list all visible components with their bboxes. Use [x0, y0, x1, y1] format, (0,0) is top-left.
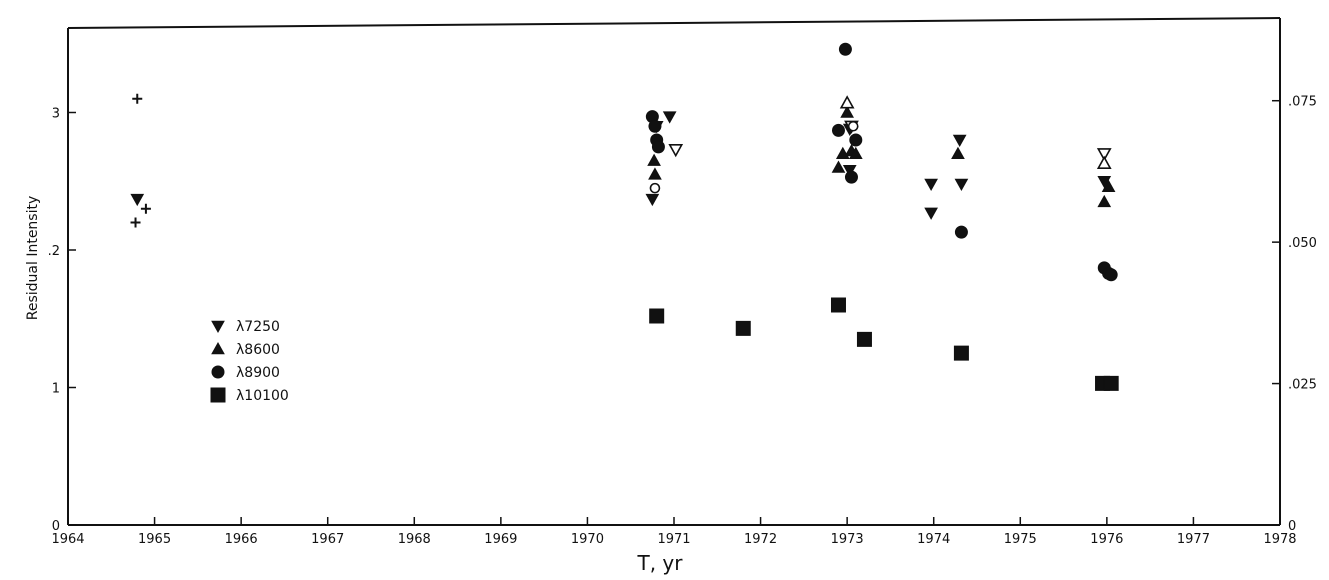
right-y-tick-label: .025 [1288, 378, 1317, 393]
series-triangle-up [647, 105, 1116, 208]
data-point-triangle-down [662, 111, 677, 124]
y-tick-label: 0 [52, 519, 60, 534]
data-point-triangle-up [1101, 179, 1116, 193]
data-point-square [856, 331, 872, 347]
legend-item: λ7250 [211, 319, 280, 335]
data-point-plus [140, 203, 151, 214]
x-tick-label: 1970 [571, 532, 604, 547]
legend-item: λ8600 [211, 341, 280, 358]
data-point-circle [1104, 268, 1118, 282]
legend-label: λ7250 [236, 319, 280, 335]
data-point-triangle-up [951, 146, 965, 160]
x-tick-label: 1977 [1177, 532, 1210, 547]
right-y-tick-label: 0 [1288, 519, 1296, 534]
data-point-triangle-up [647, 153, 661, 166]
data-point-triangle-down [645, 193, 660, 207]
y-axis-ticks: 01.23 [48, 107, 76, 534]
data-point-triangle-up [848, 146, 863, 160]
data-point-triangle-down [1097, 175, 1112, 189]
data-point-circle [849, 133, 863, 147]
right-y-tick-label: .075 [1288, 95, 1317, 110]
series-plus [130, 93, 151, 228]
data-point-square [830, 297, 846, 313]
legend-marker-triangle-up [211, 341, 225, 355]
legend-label: λ10100 [236, 388, 289, 404]
data-point-triangle-down [130, 193, 145, 207]
data-point-circle [838, 42, 852, 56]
legend-label: λ8900 [236, 365, 280, 381]
legend-item: λ8900 [211, 365, 280, 381]
data-point-triangle-down-open [1096, 148, 1112, 162]
x-tick-label: 1972 [744, 532, 777, 547]
y-tick-label: 3 [52, 107, 60, 122]
data-point-square [1103, 375, 1119, 391]
x-tick-label: 1969 [484, 532, 517, 547]
x-tick-label: 1973 [831, 532, 864, 547]
data-point-square [649, 308, 665, 324]
series-square [649, 297, 1119, 391]
data-point-plus [130, 217, 141, 228]
x-tick-label: 1975 [1004, 532, 1037, 547]
data-point-square [953, 345, 969, 361]
data-point-circle [648, 119, 662, 133]
data-point-triangle-down [924, 178, 938, 192]
x-tick-label: 1967 [311, 532, 344, 547]
data-points [130, 42, 1119, 391]
right-y-tick-label: .050 [1288, 236, 1317, 251]
legend-marker-triangle-down [211, 320, 225, 334]
legend-marker-circle [211, 365, 225, 379]
series-circle [645, 42, 1118, 282]
data-point-triangle-up [831, 160, 846, 173]
x-tick-label: 1976 [1090, 532, 1123, 547]
x-axis-ticks: 1964 1965 1966 1967 1968 1969 1970 1971 1972 1973… [51, 517, 1297, 547]
y-axis-title: Residual Intensity [25, 196, 41, 321]
x-tick-label: 1968 [398, 532, 431, 547]
data-point-circle [844, 170, 858, 184]
x-tick-label: 1971 [657, 532, 690, 547]
series-triangle-down [130, 111, 1112, 220]
data-point-triangle-up [1097, 194, 1112, 208]
data-point-circle [954, 225, 968, 239]
legend: λ7250 λ8600 λ8900 λ10100 [210, 319, 289, 404]
data-point-triangle-down [924, 207, 938, 220]
data-point-circle-open [649, 182, 661, 194]
x-tick-label: 1974 [917, 532, 950, 547]
data-point-circle [651, 140, 665, 154]
x-tick-label: 1966 [225, 532, 258, 547]
series-triangle-down-open [668, 120, 1112, 162]
x-tick-label: 1964 [51, 532, 84, 547]
right-y-axis-ticks: 0 .025 .050 .075 [1272, 95, 1317, 534]
legend-marker-square [210, 387, 226, 403]
y-tick-label: .2 [48, 244, 60, 259]
y-tick-label: 1 [52, 382, 60, 397]
data-point-circle-open [847, 120, 859, 132]
data-point-triangle-up [648, 167, 662, 180]
data-point-triangle-up-open [839, 95, 855, 109]
series-circle-open [649, 120, 859, 194]
data-point-triangle-up-open [1096, 155, 1112, 169]
data-point-plus [132, 93, 143, 104]
data-point-triangle-up [840, 105, 854, 118]
data-point-triangle-down [954, 178, 969, 192]
data-point-circle [831, 123, 845, 137]
x-axis-title: T, yr [637, 551, 684, 575]
legend-label: λ8600 [236, 342, 280, 358]
data-point-square [735, 320, 751, 336]
series-triangle-up-open [839, 95, 1112, 169]
x-tick-label: 1978 [1263, 532, 1296, 547]
top-axis-line [67, 17, 1281, 29]
x-tick-label: 1965 [138, 532, 171, 547]
data-point-triangle-down-open [668, 144, 684, 158]
legend-item: λ10100 [210, 387, 289, 404]
axes-frame [67, 17, 1281, 526]
data-point-triangle-down [952, 134, 967, 148]
